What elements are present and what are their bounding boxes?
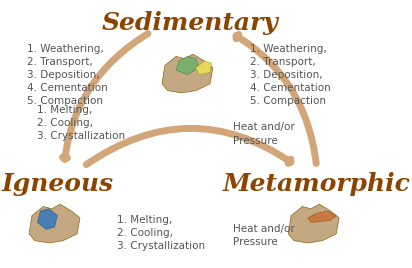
Text: 1. Weathering,
2. Transport,
3. Deposition,
4. Cementation
5. Compaction: 1. Weathering, 2. Transport, 3. Depositi… — [28, 44, 108, 106]
Polygon shape — [196, 61, 211, 75]
Text: 1. Weathering,
2. Transport,
3. Deposition,
4. Cementation
5. Compaction: 1. Weathering, 2. Transport, 3. Depositi… — [250, 44, 331, 106]
Text: Heat and/or
Pressure: Heat and/or Pressure — [234, 122, 295, 146]
Polygon shape — [308, 211, 336, 222]
Text: Heat and/or
Pressure: Heat and/or Pressure — [234, 224, 295, 247]
Text: 1. Melting,
2. Cooling,
3. Crystallization: 1. Melting, 2. Cooling, 3. Crystallizati… — [37, 105, 126, 142]
Text: Igneous: Igneous — [1, 172, 113, 196]
Text: Sedimentary: Sedimentary — [102, 11, 279, 35]
Polygon shape — [176, 57, 199, 75]
Polygon shape — [37, 209, 57, 229]
Polygon shape — [288, 204, 339, 243]
Text: 1. Melting,
2. Cooling,
3. Crystallization: 1. Melting, 2. Cooling, 3. Crystallizati… — [117, 215, 205, 251]
Polygon shape — [29, 204, 80, 243]
Polygon shape — [162, 54, 213, 93]
Text: Metamorphic: Metamorphic — [222, 172, 410, 196]
